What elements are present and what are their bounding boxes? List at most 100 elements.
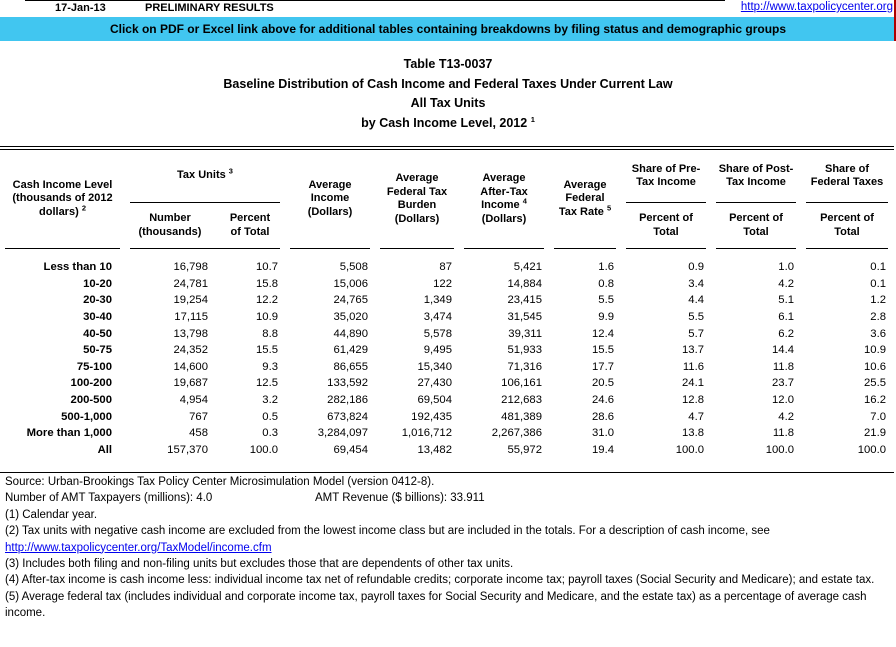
page-edge-marker (894, 0, 896, 41)
table-cell: 12.4 (592, 327, 614, 340)
table-cell: 35,020 (333, 311, 368, 324)
col-header-average-income: Average Income (Dollars) (290, 150, 370, 249)
table-cell: 133,592 (327, 377, 368, 390)
row-label: Less than 10 (43, 261, 112, 274)
table-cell: 17,115 (174, 311, 208, 324)
group-divider-line (626, 202, 706, 203)
income-definition-link[interactable]: http://www.taxpolicycenter.org/TaxModel/… (5, 541, 272, 554)
row-label: 100-200 (70, 377, 112, 390)
table-cell: 673,824 (327, 410, 368, 423)
table-cell: 3.6 (870, 327, 886, 340)
table-subtitle: All Tax Units (410, 96, 486, 110)
table-cell: 1,349 (423, 294, 452, 307)
group-divider-line (806, 202, 888, 203)
table-cell: 24,352 (173, 344, 208, 357)
footnotes: Source: Urban-Brookings Tax Policy Cente… (5, 474, 891, 622)
table-row: 100-200 19,687 12.5 133,592 27,430 106,1… (5, 375, 896, 392)
row-label: 10-20 (83, 277, 112, 290)
footnote-3: (3) Includes both filing and non-filing … (5, 558, 514, 571)
group-divider-line (716, 202, 796, 203)
table-cell: 15.5 (592, 344, 614, 357)
table-row: 75-100 14,600 9.3 86,655 15,340 71,316 1… (5, 359, 896, 376)
table-cell: 19,687 (173, 377, 208, 390)
table-cell: 0.5 (262, 410, 278, 423)
col-group-share-post-tax-income: Share of Post- Tax Income Percent of Tot… (716, 150, 796, 249)
table-cell: 100.0 (675, 443, 704, 456)
table-cell: 16.2 (864, 394, 886, 407)
table-cell: 1.0 (778, 261, 794, 274)
source-note: Source: Urban-Brookings Tax Policy Cente… (5, 476, 435, 488)
tax-units-group-label: Tax Units 3 (177, 166, 233, 182)
footnote-1: (1) Calendar year. (5, 508, 98, 521)
col-group-share-federal-taxes: Share of Federal Taxes Percent of Total (806, 150, 888, 249)
table-row: 200-500 4,954 3.2 282,186 69,504 212,683… (5, 392, 896, 409)
table-cell: 11.8 (772, 360, 794, 373)
table-cell: 5,421 (513, 261, 542, 274)
table-cell: 25.5 (864, 377, 886, 390)
col-subheader-percent-of-total: Percent of Total (729, 212, 783, 238)
table-cell: 2,267,386 (491, 427, 542, 440)
table-row: 50-75 24,352 15.5 61,429 9,495 51,933 15… (5, 342, 896, 359)
table-cell: 8.8 (262, 327, 278, 340)
table-cell: 44,890 (333, 327, 368, 340)
table-row: Less than 10 16,798 10.7 5,508 87 5,421 … (5, 259, 896, 276)
table-cell: 282,186 (327, 394, 368, 407)
table-cell: 31,545 (507, 311, 542, 324)
footnote-ref-2: 2 (81, 203, 86, 213)
table-cell: 10.9 (864, 344, 886, 357)
table-cell: 212,683 (501, 394, 542, 407)
table-cell: 13.8 (682, 427, 704, 440)
table-cell: 12.2 (256, 294, 278, 307)
table-cell: 4.7 (688, 410, 704, 423)
table-cell: 106,161 (501, 377, 542, 390)
table-cell: 1.6 (598, 261, 614, 274)
table-cell: 14,884 (507, 277, 542, 290)
table-cell: 24,765 (333, 294, 368, 307)
row-label: 500-1,000 (61, 410, 112, 423)
table-cell: 17.7 (592, 360, 614, 373)
table-row: 40-50 13,798 8.8 44,890 5,578 39,311 12.… (5, 325, 896, 342)
table-cell: 5,508 (339, 261, 368, 274)
table-top-double-rule (0, 146, 894, 150)
info-banner: Click on PDF or Excel link above for add… (0, 17, 896, 41)
footnote-ref-1: 1 (530, 114, 535, 124)
table-cell: 31.0 (592, 427, 614, 440)
table-cell: 5.7 (688, 327, 704, 340)
table-cell: 100.0 (249, 443, 278, 456)
row-label: 40-50 (83, 327, 112, 340)
table-cell: 2.8 (870, 311, 886, 324)
table-body: Less than 10 16,798 10.7 5,508 87 5,421 … (0, 249, 896, 472)
table-cell: 3.2 (262, 394, 278, 407)
table-subtitle-2: by Cash Income Level, 2012 1 (361, 114, 535, 130)
table-cell: 55,972 (507, 443, 542, 456)
table-cell: 5.5 (598, 294, 614, 307)
table-cell: 69,504 (417, 394, 452, 407)
row-label: 200-500 (70, 394, 112, 407)
top-border-line (25, 0, 725, 1)
taxpolicycenter-home-link[interactable]: http://www.taxpolicycenter.org (740, 1, 893, 13)
footnote-5: (5) Average federal tax (includes indivi… (5, 590, 867, 620)
table-cell: 767 (189, 410, 208, 423)
row-label: 50-75 (83, 344, 112, 357)
table-cell: 3,284,097 (317, 427, 368, 440)
footnote-4: (4) After-tax income is cash income less… (5, 574, 875, 587)
table-cell: 13.7 (682, 344, 704, 357)
table-cell: 69,454 (333, 443, 368, 456)
footnote-ref-3: 3 (228, 166, 233, 176)
col-header-average-federal-tax-rate: Average Federal Tax Rate 5 (554, 150, 616, 249)
table-cell: 4.2 (778, 410, 794, 423)
table-cell: 122 (433, 277, 452, 290)
table-cell: 61,429 (333, 344, 368, 357)
table-cell: 100.0 (765, 443, 794, 456)
table-header-row: Cash Income Level (thousands of 2012 dol… (0, 150, 896, 249)
table-cell: 14.4 (772, 344, 794, 357)
row-label: More than 1,000 (26, 427, 112, 440)
table-cell: 12.8 (682, 394, 704, 407)
preliminary-results-label: PRELIMINARY RESULTS (145, 2, 274, 14)
table-cell: 12.5 (256, 377, 278, 390)
col-subheader-percent-of-total: Percent of Total (639, 212, 693, 238)
amt-taxpayers-value: Number of AMT Taxpayers (millions): 4.0 (5, 492, 213, 505)
table-cell: 28.6 (592, 410, 614, 423)
col-header-average-after-tax-income: Average After-Tax Income 4 (Dollars) (464, 150, 544, 249)
table-cell: 6.1 (778, 311, 794, 324)
